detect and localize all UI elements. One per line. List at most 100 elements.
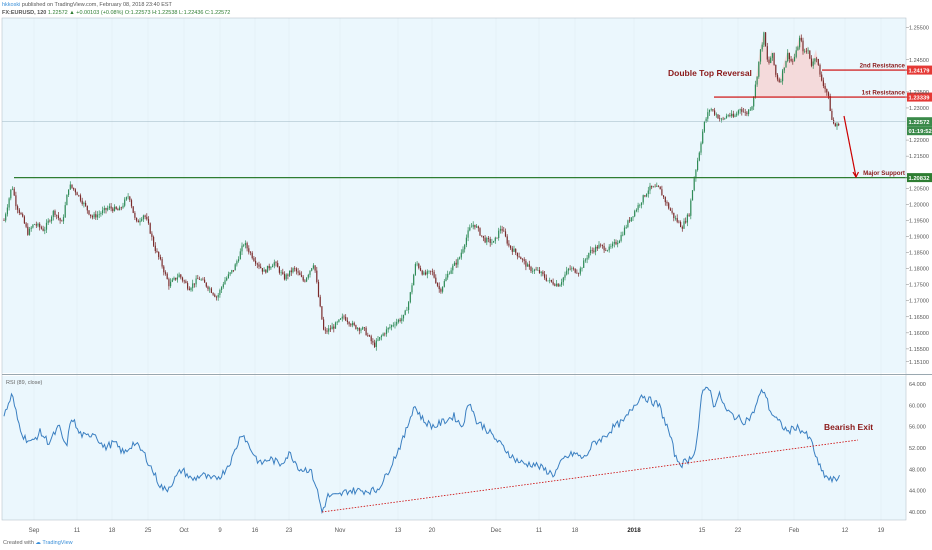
candle-body	[280, 272, 282, 273]
rsi-tick-label: 48.000	[909, 467, 926, 473]
candle-body	[595, 246, 597, 252]
candle-body	[51, 216, 53, 222]
candle-body	[564, 274, 566, 278]
candle-body	[151, 233, 153, 237]
candle-body	[775, 64, 777, 75]
last-price-tag	[907, 117, 932, 127]
candle-body	[787, 52, 789, 62]
candle-body	[399, 319, 401, 321]
date-label: 25	[145, 528, 152, 534]
candle-body	[448, 273, 450, 275]
candle-body	[90, 214, 92, 217]
candle-body	[496, 237, 498, 239]
axes: 1.25500 1.24500 1.23500 1.23000 1.22000 1.215…	[1, 17, 932, 534]
candle-body	[603, 245, 605, 251]
candle-body	[511, 248, 513, 252]
candle-body	[663, 195, 665, 198]
candle-body	[68, 189, 70, 195]
candle-body	[44, 229, 46, 231]
candle-body	[671, 210, 673, 213]
candle-body	[88, 210, 90, 215]
candle-body	[625, 227, 627, 228]
candle-body	[317, 282, 320, 297]
candle-body	[659, 186, 661, 190]
candle-body	[23, 216, 25, 224]
candle-body	[34, 224, 36, 225]
candle-body	[717, 114, 719, 119]
candle-body	[562, 277, 564, 283]
candle-body	[596, 246, 598, 249]
candle-body	[703, 121, 705, 132]
candle-body	[606, 250, 609, 251]
candle-body	[285, 274, 287, 280]
candle-body	[226, 277, 228, 281]
candle-body	[719, 118, 721, 119]
price-tick-label: 1.17500	[909, 283, 929, 289]
candle-body	[632, 216, 634, 218]
candle-body	[571, 268, 573, 270]
candle-body	[464, 244, 466, 250]
candle-body	[623, 227, 626, 235]
candle-body	[290, 270, 292, 273]
candle-body	[52, 210, 54, 217]
candle-body	[566, 270, 568, 275]
candle-body	[800, 37, 802, 41]
candle-body	[416, 263, 418, 265]
candle-body	[615, 241, 617, 245]
candle-body	[234, 264, 236, 271]
candle-body	[166, 273, 168, 280]
candle-body	[532, 270, 534, 272]
candle-body	[688, 214, 690, 216]
candle-body	[749, 109, 751, 111]
author-link[interactable]: hkkoski	[2, 2, 21, 8]
candles	[3, 31, 840, 351]
candle-body	[634, 211, 636, 217]
candle-body	[391, 325, 393, 328]
candle-body	[244, 243, 246, 246]
candle-body	[377, 339, 379, 341]
tradingview-brand[interactable]: TradingView	[42, 540, 73, 546]
candle-body	[333, 326, 335, 329]
candle-body	[499, 228, 501, 231]
candle-body	[91, 216, 93, 218]
candle-body	[20, 213, 22, 215]
candle-body	[402, 314, 405, 319]
candle-body	[168, 279, 170, 287]
level-price-tag	[907, 173, 932, 183]
candle-body	[656, 185, 658, 187]
candle-body	[22, 214, 24, 217]
candle-body	[360, 329, 362, 331]
candle-body	[646, 193, 648, 197]
candle-body	[741, 109, 743, 112]
date-label: Oct	[179, 528, 189, 534]
projection-arrow	[843, 115, 857, 178]
rsi-tick-label: 44.000	[909, 489, 926, 495]
candle-body	[739, 109, 741, 111]
level-price: 1.23339	[909, 95, 931, 101]
candle-body	[351, 322, 354, 326]
candle-body	[613, 241, 615, 244]
date-label: 18	[572, 528, 579, 534]
candle-body	[744, 111, 746, 113]
candle-body	[334, 322, 337, 329]
date-label: 11	[536, 528, 543, 534]
level-price-tag	[907, 65, 932, 75]
rsi-tick-label: 56.000	[909, 425, 926, 431]
candle-body	[707, 112, 709, 119]
candle-body	[467, 230, 469, 238]
candle-body	[776, 74, 779, 80]
candle-body	[763, 32, 765, 45]
candle-body	[11, 188, 14, 190]
candle-body	[453, 262, 456, 266]
double-top-label: Double Top Reversal	[668, 68, 752, 78]
candle-body	[549, 279, 551, 281]
candle-body	[209, 288, 211, 290]
candle-body	[319, 296, 321, 307]
candle-body	[814, 58, 816, 62]
candle-body	[215, 296, 218, 298]
candle-body	[331, 326, 333, 330]
candle-body	[782, 70, 784, 82]
tradingview-logo-icon: ☁	[35, 540, 41, 546]
candle-body	[469, 227, 471, 231]
